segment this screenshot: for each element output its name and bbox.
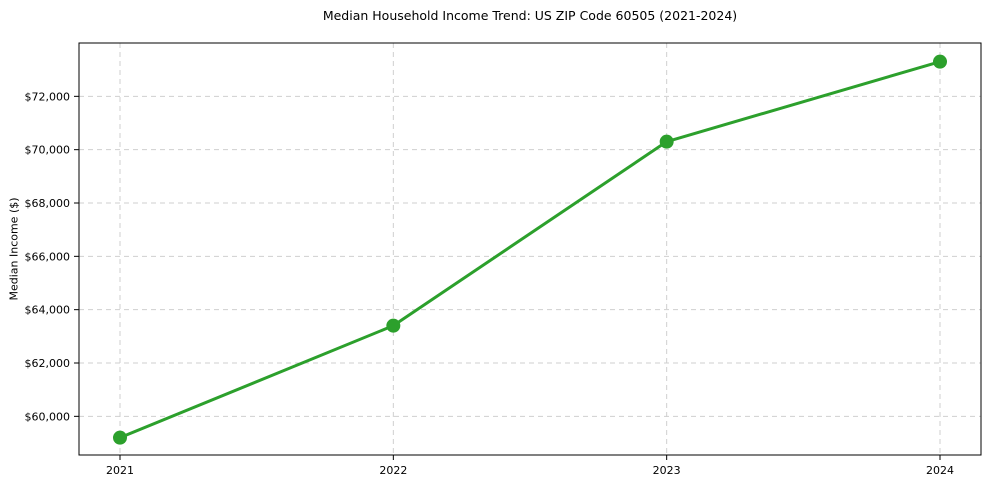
data-point-marker [933, 54, 947, 69]
data-point-marker [113, 430, 127, 445]
x-tick-label: 2024 [926, 464, 954, 477]
chart-title: Median Household Income Trend: US ZIP Co… [322, 8, 738, 23]
y-tick-label: $62,000 [25, 357, 71, 370]
y-tick-label: $70,000 [25, 144, 71, 157]
y-tick-label: $64,000 [25, 304, 71, 317]
x-tick-label: 2023 [653, 464, 681, 477]
y-tick-label: $68,000 [25, 197, 71, 210]
x-tick-label: 2021 [106, 464, 134, 477]
x-tick-label: 2022 [379, 464, 407, 477]
y-tick-label: $60,000 [25, 410, 71, 423]
trend-line [118, 60, 942, 440]
data-point-marker [386, 318, 401, 333]
y-tick-label: $72,000 [25, 90, 71, 103]
plot-border [78, 42, 982, 456]
data-point-marker [659, 134, 674, 149]
y-tick-label: $66,000 [25, 250, 71, 263]
